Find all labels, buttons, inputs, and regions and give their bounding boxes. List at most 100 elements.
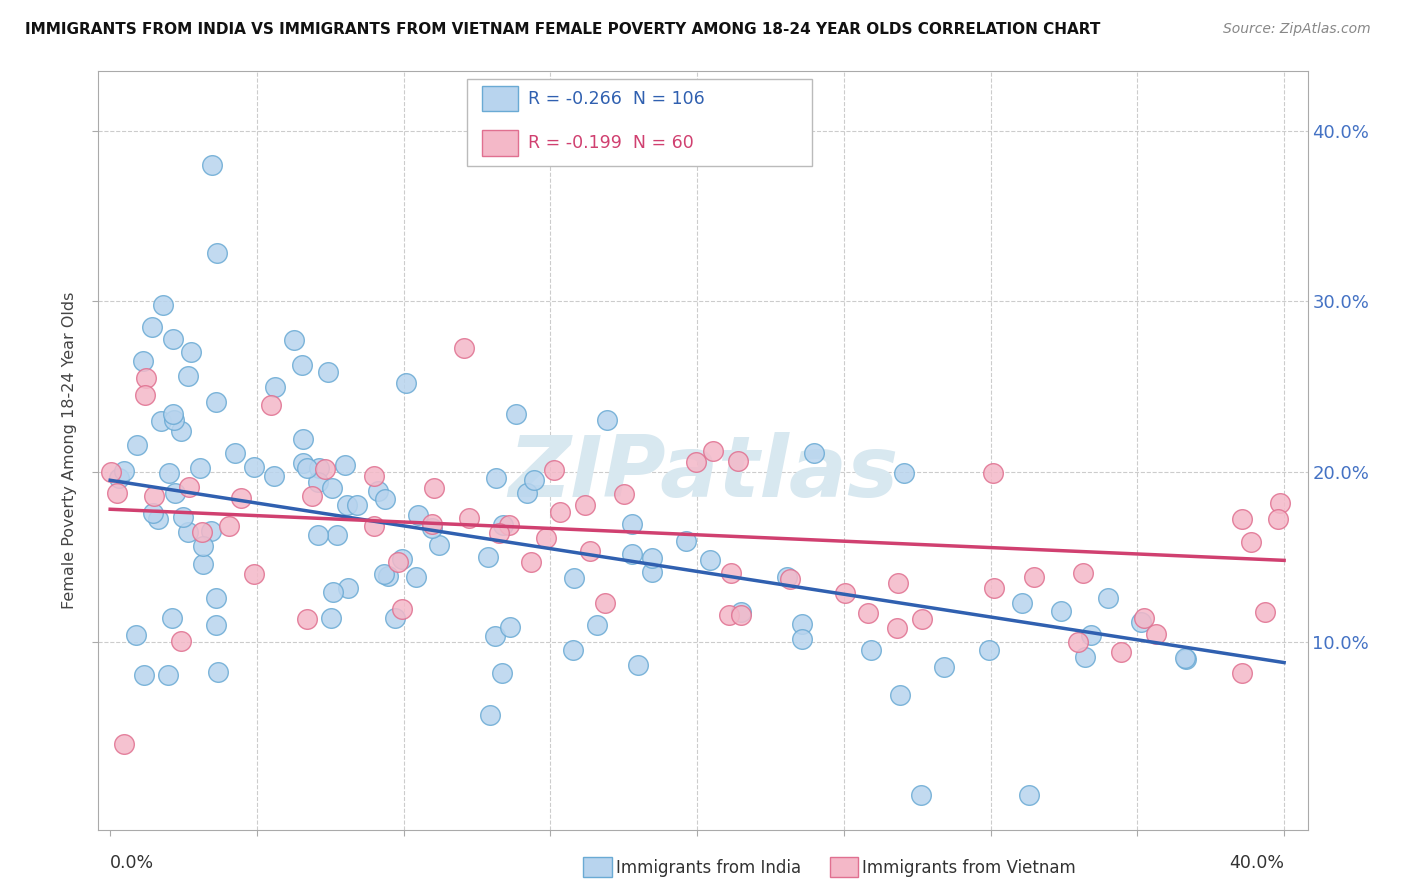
Point	[1050, 604, 1073, 618]
Point	[156, 667, 179, 681]
Point	[374, 492, 396, 507]
Y-axis label: Female Poverty Among 18-24 Year Olds: Female Poverty Among 18-24 Year Olds	[62, 292, 77, 609]
Point	[149, 414, 172, 428]
Point	[1267, 511, 1289, 525]
Point	[132, 668, 155, 682]
Point	[125, 437, 148, 451]
Point	[191, 525, 214, 540]
Point	[498, 517, 520, 532]
Point	[485, 471, 508, 485]
Point	[162, 332, 184, 346]
Point	[699, 553, 721, 567]
Point	[574, 498, 596, 512]
Point	[301, 489, 323, 503]
Point	[363, 518, 385, 533]
Point	[205, 246, 228, 260]
Point	[263, 468, 285, 483]
Point	[453, 341, 475, 355]
Point	[478, 708, 501, 723]
Point	[548, 505, 571, 519]
Point	[243, 566, 266, 581]
Point	[889, 688, 911, 702]
Point	[283, 333, 305, 347]
Point	[1073, 566, 1095, 580]
Point	[1240, 535, 1263, 549]
Point	[322, 585, 344, 599]
Text: R = -0.199  N = 60: R = -0.199 N = 60	[527, 135, 693, 153]
Point	[377, 569, 399, 583]
Bar	[467, 79, 811, 166]
Point	[205, 618, 228, 632]
Point	[562, 571, 585, 585]
Point	[224, 445, 246, 459]
Text: 0.0%: 0.0%	[110, 854, 155, 871]
Point	[675, 533, 697, 548]
Point	[910, 789, 932, 803]
Point	[613, 486, 636, 500]
Point	[621, 547, 644, 561]
Point	[162, 407, 184, 421]
Point	[373, 567, 395, 582]
Point	[727, 454, 749, 468]
Point	[775, 569, 797, 583]
Point	[886, 621, 908, 635]
Point	[488, 526, 510, 541]
Point	[172, 509, 194, 524]
Text: Immigrants from Vietnam: Immigrants from Vietnam	[862, 859, 1076, 877]
Point	[205, 395, 228, 409]
Point	[384, 611, 406, 625]
Point	[231, 491, 253, 505]
Point	[201, 158, 224, 172]
Point	[856, 606, 879, 620]
Point	[307, 475, 329, 490]
Point	[1130, 615, 1153, 629]
Point	[291, 456, 314, 470]
Point	[308, 461, 330, 475]
Point	[406, 508, 429, 523]
Point	[218, 519, 240, 533]
Point	[290, 358, 312, 372]
Point	[730, 605, 752, 619]
Point	[516, 486, 538, 500]
Point	[685, 455, 707, 469]
Point	[1022, 570, 1045, 584]
Point	[981, 466, 1004, 480]
Point	[1268, 496, 1291, 510]
Point	[391, 602, 413, 616]
Point	[886, 576, 908, 591]
Point	[146, 512, 169, 526]
Point	[790, 632, 813, 646]
Point	[595, 596, 617, 610]
Point	[1144, 627, 1167, 641]
Point	[141, 320, 163, 334]
Point	[561, 643, 583, 657]
Point	[200, 524, 222, 539]
Point	[314, 462, 336, 476]
Point	[983, 582, 1005, 596]
Point	[1074, 649, 1097, 664]
Point	[367, 483, 389, 498]
Text: Source: ZipAtlas.com: Source: ZipAtlas.com	[1223, 22, 1371, 37]
Point	[420, 521, 443, 535]
Point	[641, 565, 664, 579]
Point	[180, 345, 202, 359]
Point	[492, 518, 515, 533]
Point	[979, 643, 1001, 657]
Point	[204, 591, 226, 606]
Point	[717, 608, 740, 623]
Point	[522, 473, 544, 487]
Point	[702, 444, 724, 458]
Point	[163, 413, 186, 427]
Point	[207, 665, 229, 679]
Point	[132, 354, 155, 368]
Point	[177, 368, 200, 383]
Point	[543, 462, 565, 476]
Point	[157, 466, 180, 480]
Point	[519, 555, 541, 569]
Point	[1080, 628, 1102, 642]
Point	[112, 737, 135, 751]
Point	[934, 660, 956, 674]
Point	[1174, 650, 1197, 665]
Point	[243, 460, 266, 475]
Point	[188, 461, 211, 475]
